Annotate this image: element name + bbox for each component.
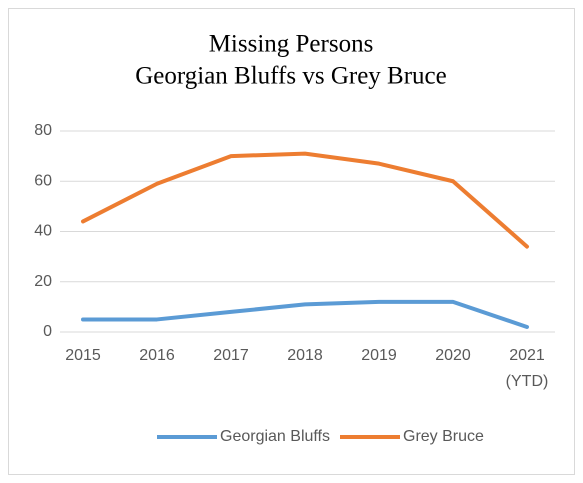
x-tick-label: 2017 [213, 347, 249, 364]
x-tick-label: 2021 (YTD) [506, 347, 549, 390]
y-tick-label: 40 [34, 223, 52, 240]
y-tick-label: 20 [34, 273, 52, 290]
x-tick-label: 2019 [361, 347, 397, 364]
series-line [81, 299, 529, 329]
series-line [81, 151, 529, 249]
legend-label: Grey Bruce [403, 428, 484, 445]
chart-subtitle: Georgian Bluffs vs Grey Bruce [135, 63, 447, 90]
y-tick-label: 0 [43, 323, 52, 340]
x-tick-label: 2020 [435, 347, 471, 364]
chart-border [8, 8, 575, 475]
y-tick-label: 60 [34, 172, 52, 189]
x-tick-label: 2015 [65, 347, 101, 364]
x-tick-label: 2016 [139, 347, 175, 364]
legend-label: Georgian Bluffs [220, 428, 330, 445]
y-tick-label: 80 [34, 122, 52, 139]
chart-title: Missing Persons [209, 31, 374, 58]
x-tick-label: 2018 [287, 347, 323, 364]
